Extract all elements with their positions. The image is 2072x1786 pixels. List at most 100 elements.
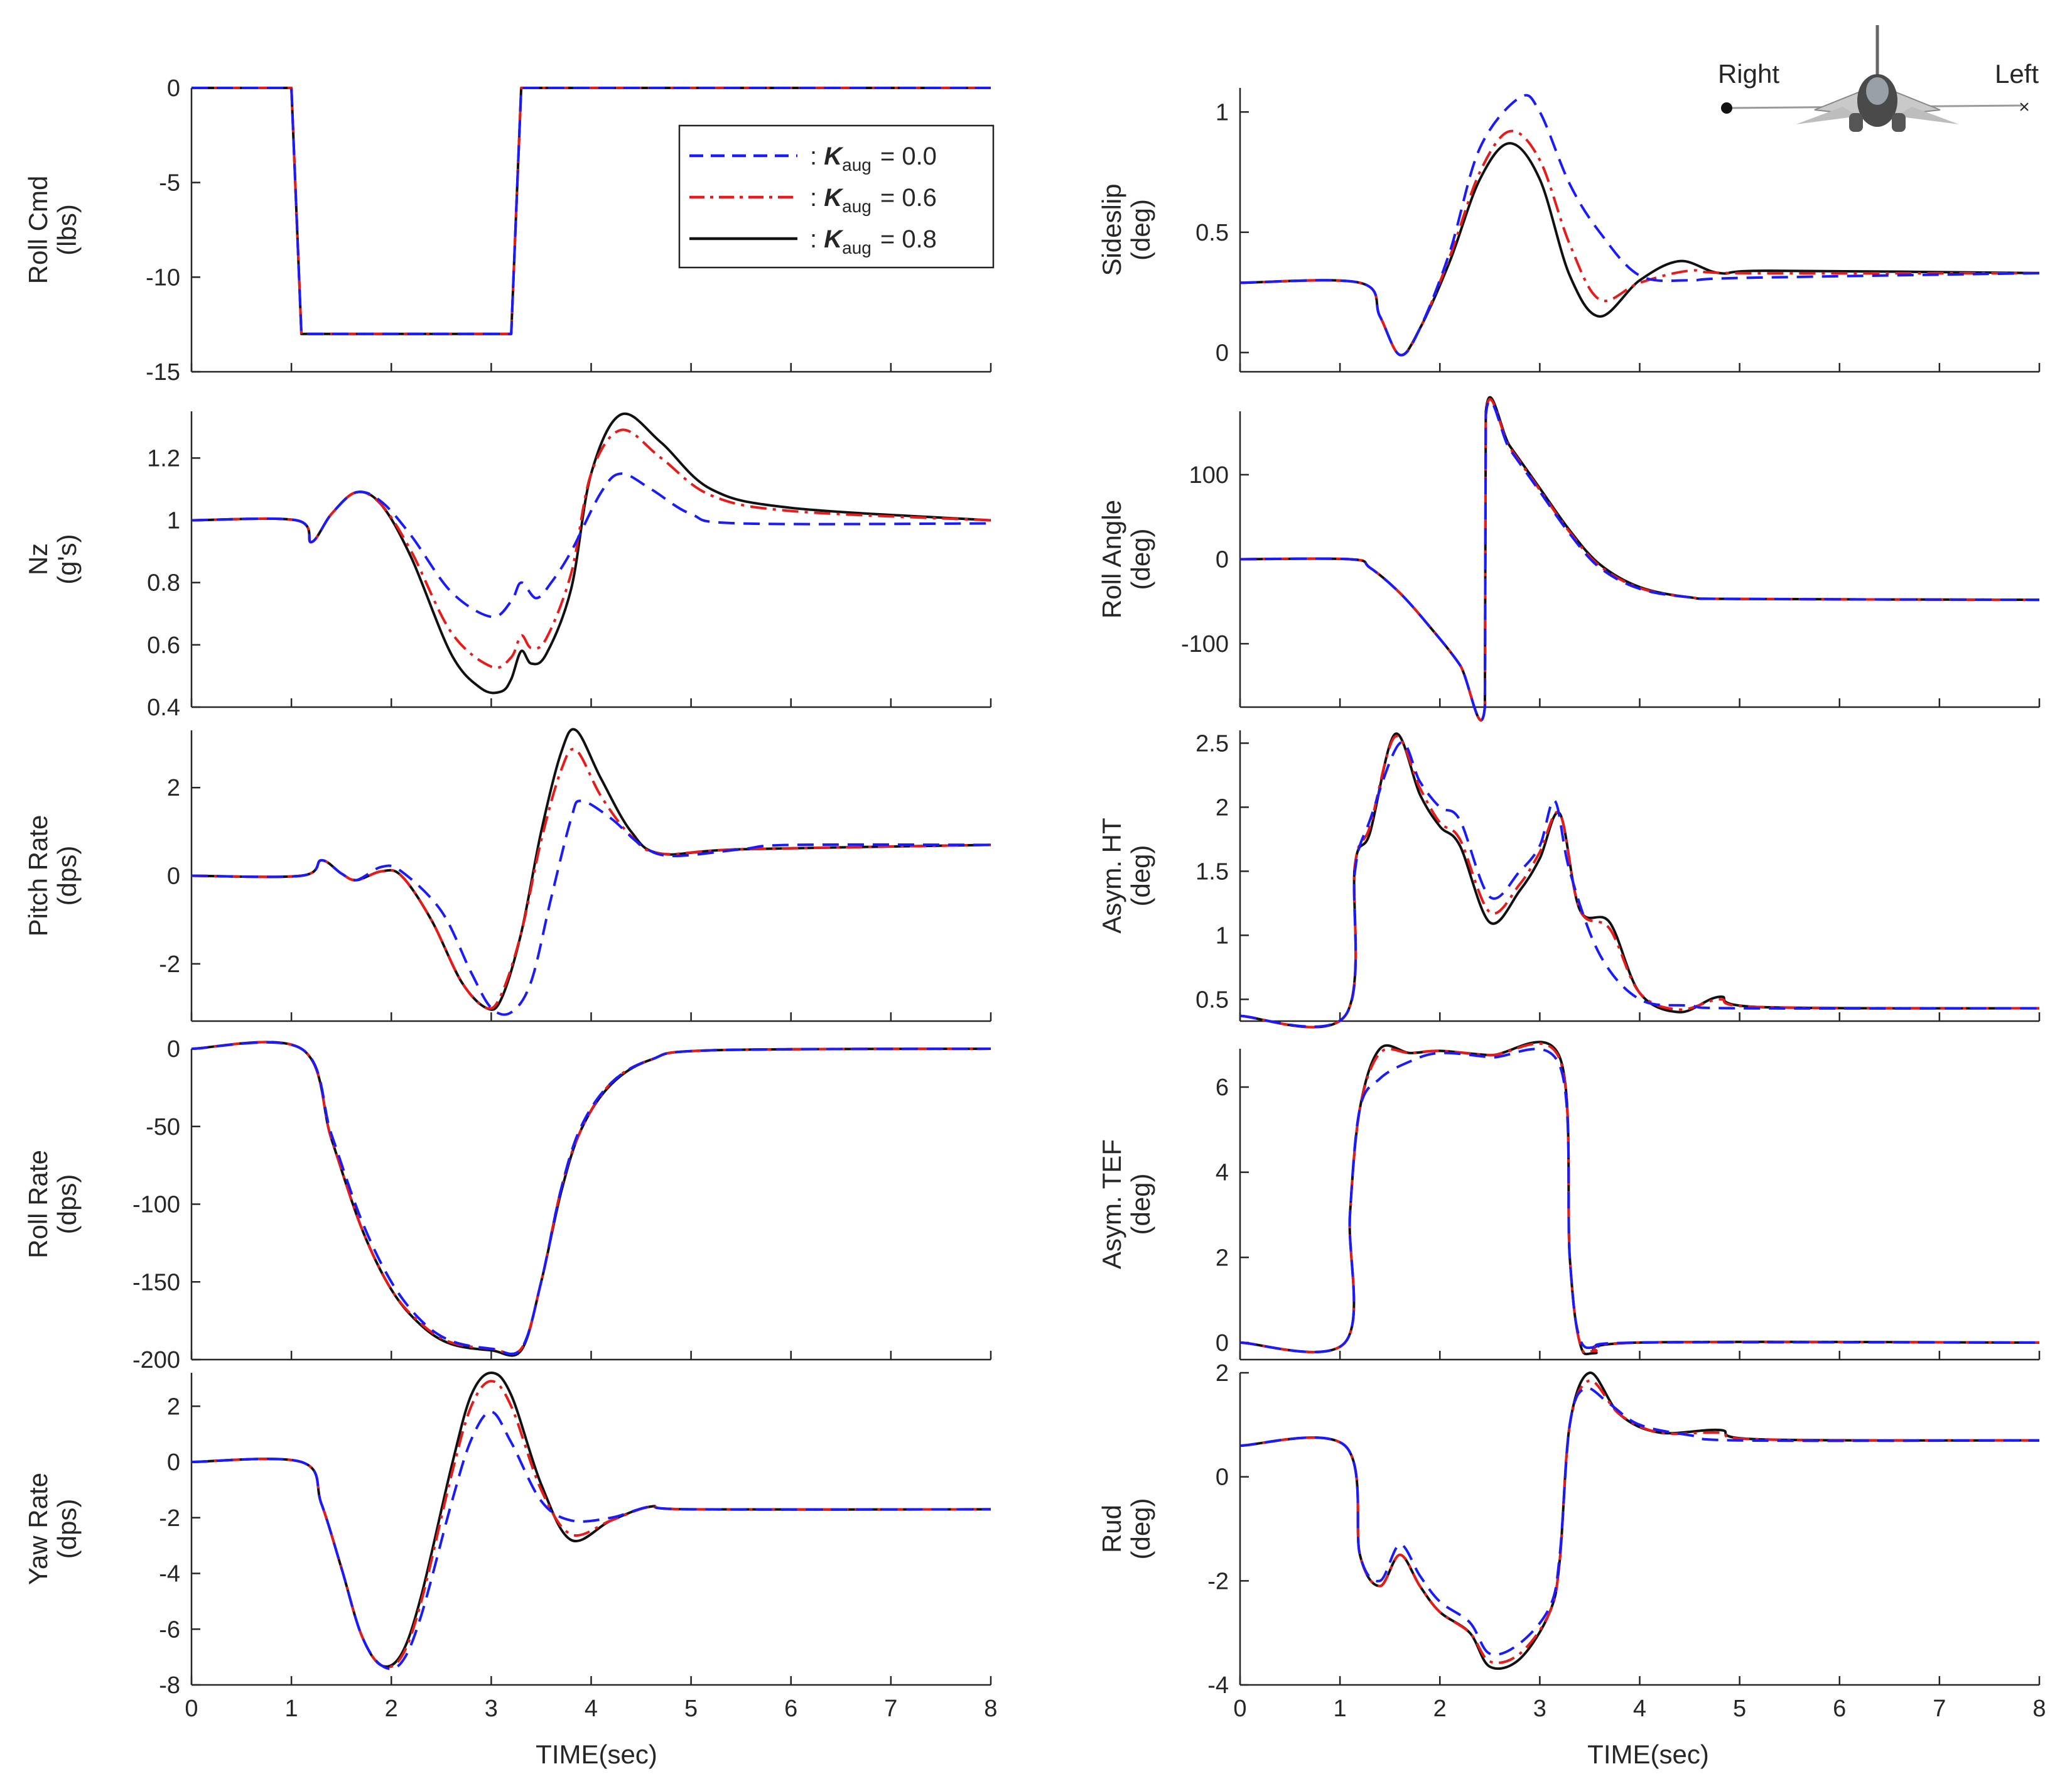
x-tick-label: 4 xyxy=(1633,1696,1646,1722)
y-axis-label: Rud xyxy=(1097,1505,1126,1553)
legend-prefix: : xyxy=(810,184,824,212)
series-line-K0-0 xyxy=(1239,1047,2040,1353)
y-tick-label: 1.2 xyxy=(147,445,180,472)
x-axis-label-left: TIME(sec) xyxy=(536,1740,657,1769)
series-line-K0-8 xyxy=(1239,1372,2040,1670)
legend-symbol: K xyxy=(824,143,844,170)
x-tick-label: 6 xyxy=(784,1696,797,1722)
series-line-K0-8 xyxy=(1239,732,2040,1029)
y-tick-label: 2 xyxy=(1216,1360,1229,1387)
series-line-K0-8 xyxy=(1239,396,2040,722)
panel-asym-ht: 0.5 1 1.5 2 2.5 Asym. HT (deg) xyxy=(1097,730,2041,1029)
x-tick-label: 0 xyxy=(1233,1696,1246,1722)
y-tick-label: -5 xyxy=(159,170,180,197)
right-end-dot xyxy=(1721,102,1732,114)
aircraft-icon xyxy=(1796,25,1959,132)
y-tick-label: 0.6 xyxy=(147,632,180,659)
series-line-K0-6 xyxy=(1239,1042,2040,1354)
y-tick-label: 2 xyxy=(167,775,180,801)
y-tick-label: -6 xyxy=(159,1616,180,1643)
y-axis-label: (deg) xyxy=(1126,528,1155,590)
y-tick-label: 1 xyxy=(1216,99,1229,126)
x-tick-label: 4 xyxy=(585,1696,598,1722)
legend-entry: : Kaug = 0.0 xyxy=(689,143,937,175)
x-tick-label: 1 xyxy=(1334,1696,1347,1722)
series-line-K0-0 xyxy=(1239,741,2040,1028)
y-axis-label: Asym. HT xyxy=(1097,818,1126,933)
series-line-K0-6 xyxy=(191,428,991,669)
legend-value: = 0.0 xyxy=(880,143,937,170)
panel-sideslip: 0 0.5 1 Sideslip (deg) xyxy=(1097,88,2041,373)
series-line-K0-8 xyxy=(191,412,991,695)
y-tick-label: 1.5 xyxy=(1195,858,1229,885)
series-line-K0-0 xyxy=(1239,1386,2040,1656)
x-tick-label: 7 xyxy=(1933,1696,1946,1722)
y-tick-label: 2 xyxy=(167,1394,180,1420)
y-tick-label: 0.4 xyxy=(147,695,180,721)
y-axis-label: (deg) xyxy=(1126,1498,1155,1559)
series-line-K0-0 xyxy=(191,1410,991,1670)
y-axis-label: Yaw Rate xyxy=(23,1473,53,1585)
series-line-K0-6 xyxy=(1239,398,2040,722)
legend-label: : Kaug = 0.6 xyxy=(810,184,937,216)
y-tick-label: 2 xyxy=(1216,1245,1229,1271)
y-tick-label: 1 xyxy=(167,508,180,534)
legend-label: : Kaug = 0.0 xyxy=(810,143,937,175)
panel-roll-rate: 0 -50 -100 -150 -200 Roll Rate (dps) xyxy=(23,1036,992,1373)
y-tick-label: 0 xyxy=(167,75,180,102)
legend-sub: aug xyxy=(842,155,871,175)
y-axis-label: Asym. TEF xyxy=(1097,1139,1126,1269)
y-axis-label: (dps) xyxy=(52,846,82,906)
y-tick-label: 0.5 xyxy=(1195,987,1229,1013)
y-axis-label: (deg) xyxy=(1126,1173,1155,1235)
y-tick-label: 0.5 xyxy=(1195,220,1229,246)
series-line-K0-6 xyxy=(1239,735,2040,1029)
x-tick-label: 5 xyxy=(1733,1696,1746,1722)
x-tick-label: 2 xyxy=(385,1696,398,1722)
y-tick-label: 6 xyxy=(1216,1074,1229,1101)
y-axis-label: Pitch Rate xyxy=(23,815,53,937)
direction-indicator: Right Left × xyxy=(1718,25,2039,132)
y-tick-label: -200 xyxy=(132,1347,180,1373)
x-tick-label: 0 xyxy=(185,1696,198,1722)
series-line-K0-6 xyxy=(1239,129,2040,357)
legend-sub: aug xyxy=(842,197,871,216)
y-tick-label: 0.8 xyxy=(147,570,180,597)
x-tick-label: 6 xyxy=(1833,1696,1846,1722)
x-tick-label: 3 xyxy=(485,1696,498,1722)
legend-value: = 0.6 xyxy=(880,184,937,212)
y-axis-label: Roll Angle xyxy=(1097,500,1126,619)
y-tick-label: -15 xyxy=(146,359,180,386)
left-direction-label: Left xyxy=(1995,59,2039,89)
x-tick-label: 7 xyxy=(884,1696,897,1722)
x-tick-label: 8 xyxy=(2032,1696,2046,1722)
y-tick-label: 0 xyxy=(167,863,180,890)
y-axis-label: Roll Rate xyxy=(23,1150,53,1258)
series-line-K0-6 xyxy=(1239,1379,2040,1664)
y-tick-label: 0 xyxy=(1216,340,1229,366)
y-axis-label: (deg) xyxy=(1126,199,1155,261)
legend-value: = 0.8 xyxy=(880,225,937,253)
y-tick-label: 2 xyxy=(1216,794,1229,821)
panel-pitch-rate: 2 0 -2 Pitch Rate (dps) xyxy=(23,728,992,1022)
y-tick-label: -2 xyxy=(159,951,180,978)
y-tick-label: 2.5 xyxy=(1195,730,1229,757)
y-tick-label: -8 xyxy=(159,1672,180,1699)
panel-roll-angle: 100 0 -100 Roll Angle (deg) xyxy=(1097,396,2041,722)
y-axis-label: (dps) xyxy=(52,1499,82,1559)
y-tick-label: -150 xyxy=(132,1269,180,1296)
series-line-K0-0 xyxy=(1239,94,2040,357)
x-tick-label: 1 xyxy=(285,1696,298,1722)
series-line-K0-8 xyxy=(1239,1041,2040,1356)
series-line-K0-8 xyxy=(191,728,991,1011)
panel-asym-tef: 6 4 2 0 Asym. TEF (deg) xyxy=(1097,1041,2041,1361)
legend-prefix: : xyxy=(810,225,824,253)
y-tick-label: 100 xyxy=(1189,462,1229,489)
y-axis-label: (lbs) xyxy=(52,204,82,256)
legend-entry: : Kaug = 0.6 xyxy=(689,184,937,216)
legend-prefix: : xyxy=(810,143,824,170)
series-line-K0-8 xyxy=(1239,142,2040,357)
y-axis-label: (g's) xyxy=(52,534,82,584)
legend-symbol: K xyxy=(824,184,844,212)
